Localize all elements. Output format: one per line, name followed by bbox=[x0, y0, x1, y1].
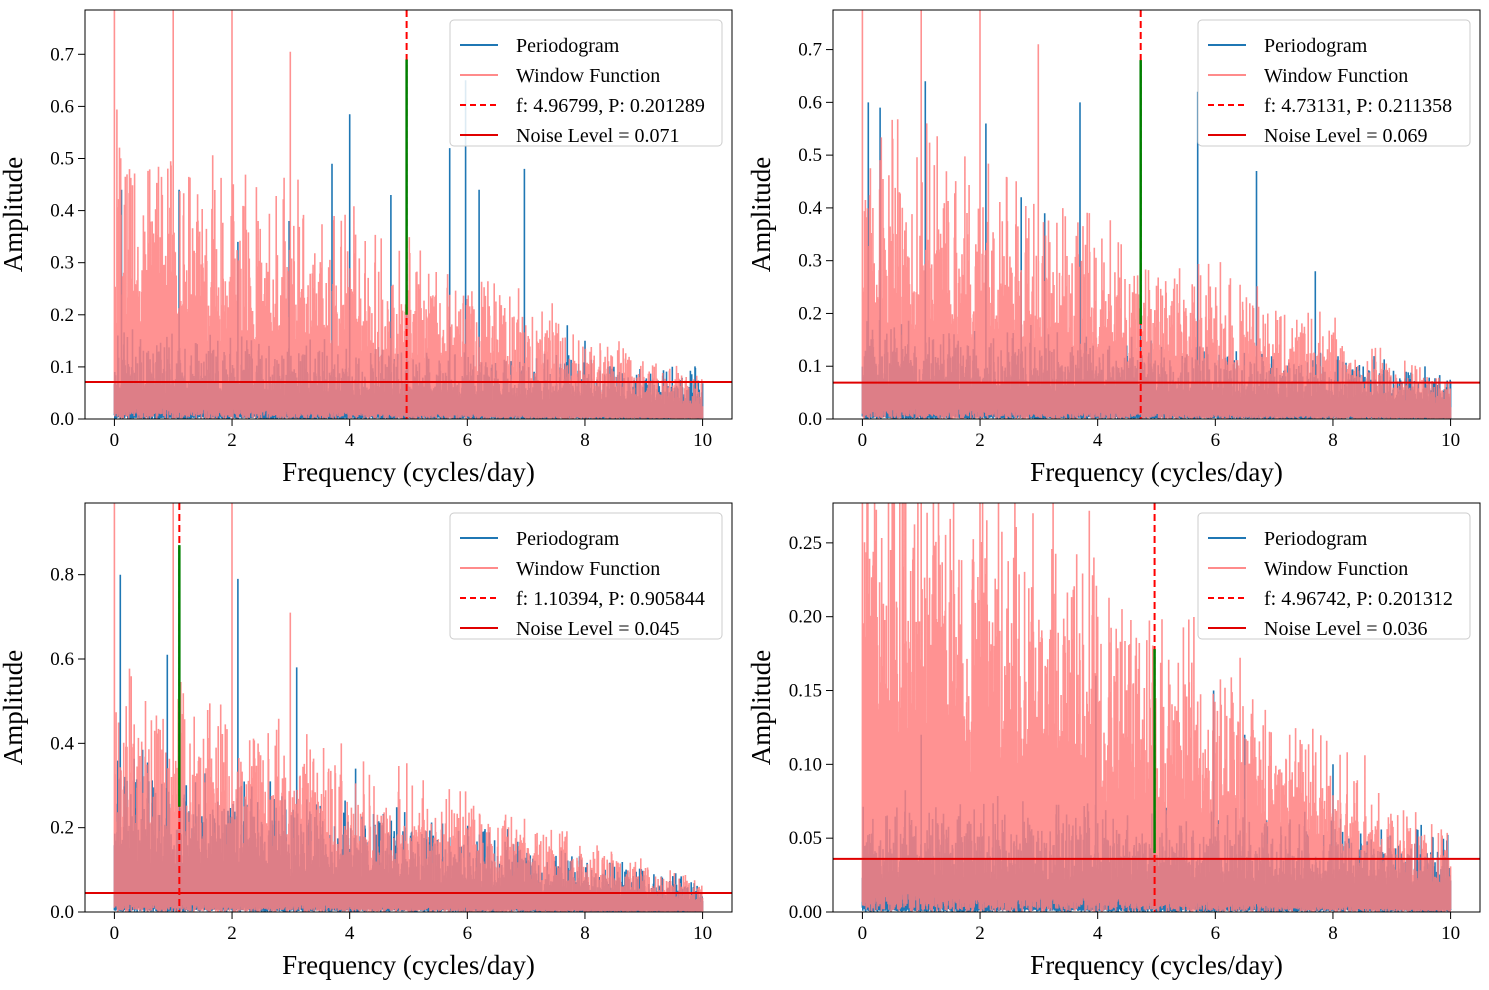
legend-label: Periodogram bbox=[516, 528, 620, 550]
x-tick-label: 4 bbox=[345, 430, 355, 451]
y-tick-label: 0.7 bbox=[798, 40, 822, 61]
legend: Periodogram Window Function f: 4.96742, P:… bbox=[1197, 512, 1471, 640]
y-tick-label: 0.6 bbox=[50, 96, 74, 117]
y-tick-label: 0.00 bbox=[789, 902, 822, 923]
x-axis-label: Frequency (cycles/day) bbox=[1030, 950, 1283, 980]
legend: Periodogram Window Function f: 1.10394, P:… bbox=[449, 512, 723, 640]
y-axis-label: Amplitude bbox=[0, 650, 28, 766]
legend-label: Periodogram bbox=[1264, 528, 1368, 550]
legend-label: Noise Level = 0.069 bbox=[1264, 125, 1427, 147]
y-tick-label: 0.0 bbox=[798, 409, 822, 430]
y-tick-label: 0.0 bbox=[50, 902, 74, 923]
y-axis-label: Amplitude bbox=[0, 157, 28, 273]
y-tick-label: 0.6 bbox=[798, 92, 822, 113]
y-tick-label: 0.1 bbox=[798, 356, 822, 377]
y-tick-label: 0.0 bbox=[50, 409, 74, 430]
x-tick-label: 6 bbox=[1211, 923, 1221, 944]
legend-box bbox=[1197, 512, 1471, 640]
legend-box bbox=[449, 19, 723, 147]
x-tick-label: 6 bbox=[1211, 430, 1221, 451]
x-tick-label: 10 bbox=[1441, 430, 1460, 451]
y-tick-label: 0.2 bbox=[50, 305, 74, 326]
x-tick-label: 8 bbox=[580, 430, 590, 451]
axes-frame bbox=[832, 502, 1481, 913]
legend-label: Periodogram bbox=[516, 35, 620, 57]
window-function-line bbox=[113, 10, 704, 419]
plot-area bbox=[833, 10, 1480, 419]
x-tick-label: 0 bbox=[858, 430, 868, 451]
y-tick-label: 0.20 bbox=[789, 607, 822, 628]
y-axis-label: Amplitude bbox=[746, 157, 776, 273]
legend-label: Noise Level = 0.036 bbox=[1264, 618, 1427, 640]
x-axis-label: Frequency (cycles/day) bbox=[1030, 457, 1283, 487]
y-tick-label: 0.7 bbox=[50, 44, 74, 65]
legend: Periodogram Window Function f: 4.73131, P:… bbox=[1197, 19, 1471, 147]
x-tick-label: 2 bbox=[975, 430, 985, 451]
x-tick-label: 0 bbox=[110, 430, 120, 451]
legend-box bbox=[1197, 19, 1471, 147]
chart-panel-4: 0 2 4 6 8 10 0.00 0.05 0.10 0.15 0.20 0.25 Frequency… bbox=[746, 502, 1481, 980]
plot-area bbox=[85, 10, 732, 419]
legend-label: Window Function bbox=[516, 65, 660, 87]
legend-label: Noise Level = 0.045 bbox=[516, 618, 679, 640]
x-tick-label: 4 bbox=[1093, 923, 1103, 944]
x-tick-label: 0 bbox=[858, 923, 868, 944]
legend-label: f: 4.96742, P: 0.201312 bbox=[1264, 588, 1453, 610]
axes-frame bbox=[832, 9, 1481, 420]
legend-label: Window Function bbox=[1264, 558, 1408, 580]
legend-label: Noise Level = 0.071 bbox=[516, 125, 679, 147]
x-tick-label: 10 bbox=[693, 430, 712, 451]
axes-frame bbox=[84, 502, 733, 913]
y-tick-label: 0.3 bbox=[798, 251, 822, 272]
y-tick-label: 0.4 bbox=[50, 201, 74, 222]
plot-area bbox=[85, 503, 732, 912]
x-tick-label: 4 bbox=[1093, 430, 1103, 451]
y-tick-label: 0.25 bbox=[789, 533, 822, 554]
axes-frame bbox=[84, 9, 733, 420]
y-tick-label: 0.8 bbox=[50, 565, 74, 586]
y-tick-label: 0.5 bbox=[50, 148, 74, 169]
y-axis-label: Amplitude bbox=[746, 650, 776, 766]
y-tick-label: 0.1 bbox=[50, 357, 74, 378]
legend-label: Window Function bbox=[516, 558, 660, 580]
x-tick-label: 2 bbox=[227, 430, 237, 451]
y-tick-label: 0.15 bbox=[789, 681, 822, 702]
y-tick-label: 0.4 bbox=[50, 733, 74, 754]
y-tick-label: 0.10 bbox=[789, 754, 822, 775]
chart-panel-2: 0 2 4 6 8 10 0.0 0.1 0.2 0.3 0.4 0.5 0.6 0.7 Frequency… bbox=[746, 9, 1481, 487]
x-tick-label: 8 bbox=[1328, 923, 1338, 944]
plot-area bbox=[833, 503, 1480, 912]
legend-label: f: 1.10394, P: 0.905844 bbox=[516, 588, 705, 610]
x-tick-label: 2 bbox=[975, 923, 985, 944]
y-tick-label: 0.2 bbox=[798, 303, 822, 324]
y-tick-label: 0.2 bbox=[50, 818, 74, 839]
x-tick-label: 8 bbox=[580, 923, 590, 944]
legend-label: f: 4.96799, P: 0.201289 bbox=[516, 95, 705, 117]
x-tick-label: 6 bbox=[463, 923, 473, 944]
y-tick-label: 0.5 bbox=[798, 145, 822, 166]
chart-panel-3: 0 2 4 6 8 10 0.0 0.2 0.4 0.6 0.8 Frequency (cycles/… bbox=[0, 502, 733, 980]
y-tick-label: 0.05 bbox=[789, 828, 822, 849]
y-tick-label: 0.3 bbox=[50, 253, 74, 274]
x-tick-label: 0 bbox=[110, 923, 120, 944]
legend-label: Periodogram bbox=[1264, 35, 1368, 57]
chart-panel-1: 0 2 4 6 8 10 0.0 0.1 0.2 0.3 0.4 0.5 0.6 0.7 Frequency… bbox=[0, 9, 733, 487]
y-tick-label: 0.6 bbox=[50, 649, 74, 670]
x-tick-label: 4 bbox=[345, 923, 355, 944]
y-tick-label: 0.4 bbox=[798, 198, 822, 219]
chart-panels: 0 2 4 6 8 10 0.0 0.1 0.2 0.3 0.4 0.5 0.6 0.7 Frequency… bbox=[0, 9, 1481, 980]
legend-label: f: 4.73131, P: 0.211358 bbox=[1264, 95, 1452, 117]
x-axis-label: Frequency (cycles/day) bbox=[282, 950, 535, 980]
x-axis-label: Frequency (cycles/day) bbox=[282, 457, 535, 487]
legend: Periodogram Window Function f: 4.96799, P:… bbox=[449, 19, 723, 147]
x-tick-label: 10 bbox=[1441, 923, 1460, 944]
window-function-line bbox=[861, 503, 1452, 912]
x-tick-label: 6 bbox=[463, 430, 473, 451]
legend-label: Window Function bbox=[1264, 65, 1408, 87]
x-tick-label: 8 bbox=[1328, 430, 1338, 451]
x-tick-label: 2 bbox=[227, 923, 237, 944]
x-tick-label: 10 bbox=[693, 923, 712, 944]
legend-box bbox=[449, 512, 723, 640]
